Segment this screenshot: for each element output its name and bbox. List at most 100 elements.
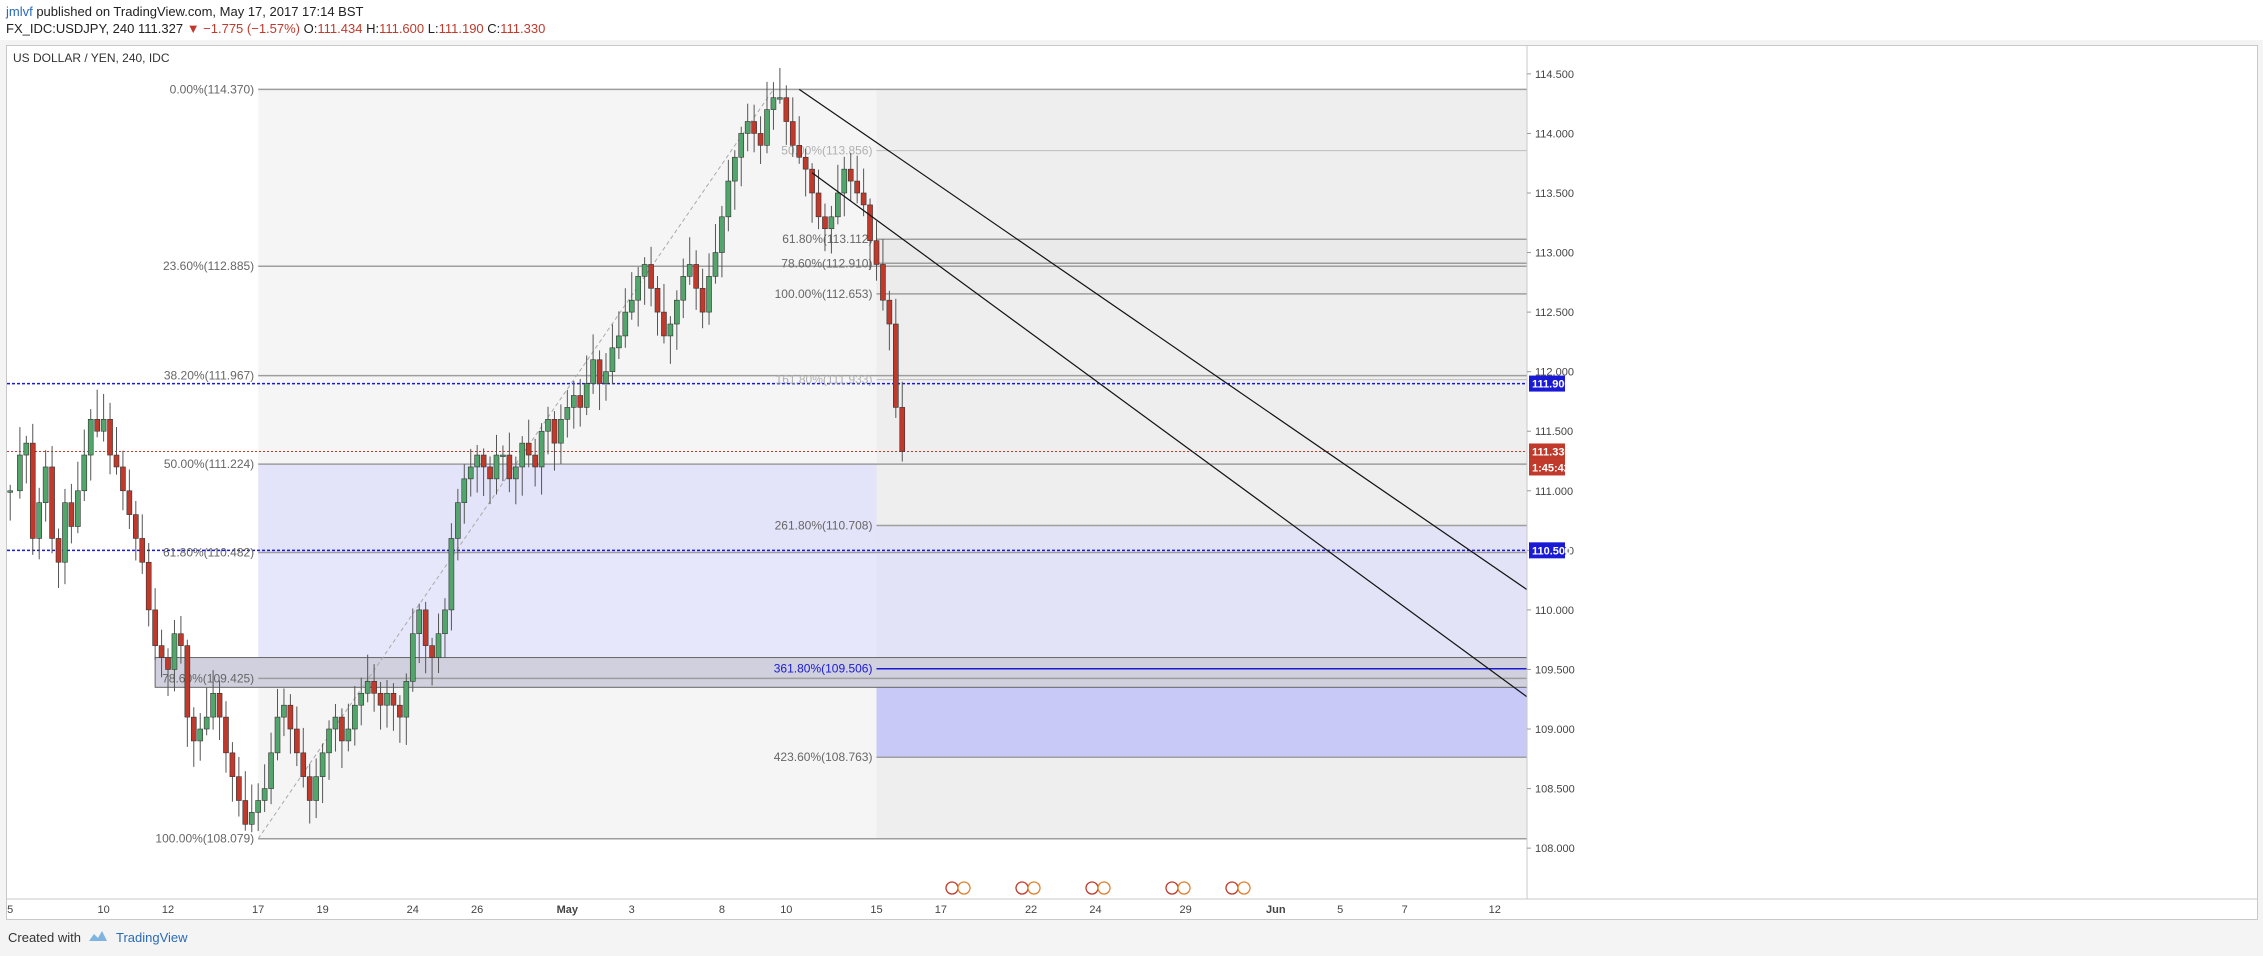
high-label: H: bbox=[366, 21, 380, 36]
event-flag-icon[interactable] bbox=[1225, 881, 1239, 895]
candle bbox=[835, 192, 841, 218]
event-markers[interactable] bbox=[945, 881, 1251, 895]
candle bbox=[751, 121, 757, 134]
event-flag-icon[interactable] bbox=[1237, 881, 1251, 895]
candle bbox=[770, 97, 777, 110]
candle bbox=[744, 121, 751, 134]
candle bbox=[377, 692, 384, 706]
event-flags-2[interactable] bbox=[1015, 881, 1041, 895]
event-flag-icon[interactable] bbox=[957, 881, 971, 895]
candle bbox=[493, 454, 500, 480]
author-link[interactable]: jmlvf bbox=[6, 4, 33, 19]
candle bbox=[261, 788, 268, 801]
candle bbox=[789, 121, 796, 146]
candle bbox=[216, 692, 223, 718]
event-flag-icon[interactable] bbox=[1015, 881, 1029, 895]
chart-header: jmlvf published on TradingView.com, May … bbox=[0, 0, 2263, 40]
time-axis-label: 24 bbox=[407, 904, 419, 916]
candle bbox=[648, 264, 654, 289]
event-flags-3[interactable] bbox=[1085, 881, 1111, 895]
tradingview-link[interactable]: TradingView bbox=[116, 930, 188, 945]
trend-channel[interactable] bbox=[798, 88, 1528, 698]
candle bbox=[242, 800, 249, 825]
price-axis-label: 111.000 bbox=[1535, 486, 1573, 498]
low-label: L: bbox=[427, 21, 439, 36]
candle bbox=[268, 752, 274, 789]
candle bbox=[596, 359, 603, 384]
event-flag-icon[interactable] bbox=[1177, 881, 1191, 895]
price-axis-label: 114.500 bbox=[1535, 69, 1574, 81]
candle bbox=[674, 299, 680, 325]
candle bbox=[519, 442, 526, 468]
candle bbox=[49, 466, 55, 539]
candle bbox=[274, 716, 281, 754]
candle bbox=[384, 692, 390, 706]
candle bbox=[719, 216, 725, 253]
high-value: 111.600 bbox=[379, 21, 425, 36]
event-flag-icon[interactable] bbox=[1097, 881, 1111, 895]
time-axis-label: 8 bbox=[719, 904, 725, 916]
close-label: C: bbox=[487, 21, 501, 36]
price-chart[interactable]: US DOLLAR / YEN, 240, IDC 0.00%(114.370)… bbox=[7, 46, 2257, 919]
candle bbox=[777, 97, 783, 100]
candle bbox=[693, 264, 699, 289]
candle bbox=[757, 133, 764, 146]
trend-channel-line[interactable] bbox=[811, 172, 1528, 698]
candle bbox=[429, 645, 435, 658]
candle bbox=[609, 347, 616, 372]
bar-countdown-badge: 1:45:42 bbox=[1532, 462, 1570, 474]
event-flags-5[interactable] bbox=[1225, 881, 1251, 895]
event-flags-4[interactable] bbox=[1165, 881, 1191, 895]
close-value: 111.330 bbox=[500, 21, 546, 36]
fib-retracement-label: 23.60%(112.885) bbox=[163, 259, 254, 273]
tradingview-logo-icon[interactable] bbox=[88, 929, 108, 943]
symbol-name: FX_IDC:USDJPY, 240 bbox=[6, 21, 135, 36]
candle bbox=[480, 454, 487, 468]
candle bbox=[300, 752, 307, 777]
fib-extension-label: 50.00%(113.856) bbox=[781, 144, 872, 158]
candle bbox=[680, 276, 687, 301]
candle bbox=[899, 407, 906, 452]
candle bbox=[854, 180, 860, 194]
axes[interactable]: 114.500114.000113.500113.000112.500112.0… bbox=[7, 46, 2257, 916]
event-flags-1[interactable] bbox=[945, 881, 971, 895]
candle bbox=[635, 276, 641, 301]
candle bbox=[236, 776, 242, 801]
candle bbox=[880, 264, 886, 301]
event-flag-icon[interactable] bbox=[1165, 881, 1179, 895]
fib-extension-label: 261.80%(110.708) bbox=[775, 519, 873, 533]
candle bbox=[139, 538, 146, 563]
chart-title: US DOLLAR / YEN, 240, IDC bbox=[13, 51, 170, 65]
candle bbox=[94, 419, 100, 432]
candle bbox=[422, 609, 429, 646]
candle bbox=[120, 466, 126, 492]
level-price-badge-bg bbox=[1529, 375, 1565, 392]
candle bbox=[133, 514, 139, 539]
event-flag-icon[interactable] bbox=[1027, 881, 1041, 895]
candle bbox=[255, 800, 261, 813]
candle bbox=[731, 156, 738, 182]
time-axis-label: 24 bbox=[1089, 904, 1101, 916]
candle bbox=[583, 383, 590, 408]
candle bbox=[712, 252, 719, 277]
event-flag-icon[interactable] bbox=[945, 881, 959, 895]
candle bbox=[641, 264, 648, 277]
bar-countdown-badge-bg bbox=[1529, 459, 1565, 476]
candle bbox=[654, 287, 661, 313]
candle bbox=[667, 323, 674, 337]
candle bbox=[203, 716, 210, 730]
candle bbox=[461, 478, 468, 503]
candle bbox=[36, 502, 43, 539]
candle bbox=[364, 681, 371, 694]
time-axis-label: 26 bbox=[471, 904, 483, 916]
candle bbox=[738, 133, 745, 158]
event-flag-icon[interactable] bbox=[1085, 881, 1099, 895]
last-price-badge-bg bbox=[1529, 443, 1565, 460]
level-price-badge: 111.900 bbox=[1532, 379, 1571, 391]
chart-panel[interactable]: US DOLLAR / YEN, 240, IDC 0.00%(114.370)… bbox=[6, 45, 2258, 920]
candle bbox=[313, 776, 319, 801]
trend-channel-line[interactable] bbox=[798, 88, 1528, 591]
fib-anchor-line bbox=[257, 89, 774, 840]
candle bbox=[7, 490, 14, 493]
candle bbox=[17, 454, 23, 492]
